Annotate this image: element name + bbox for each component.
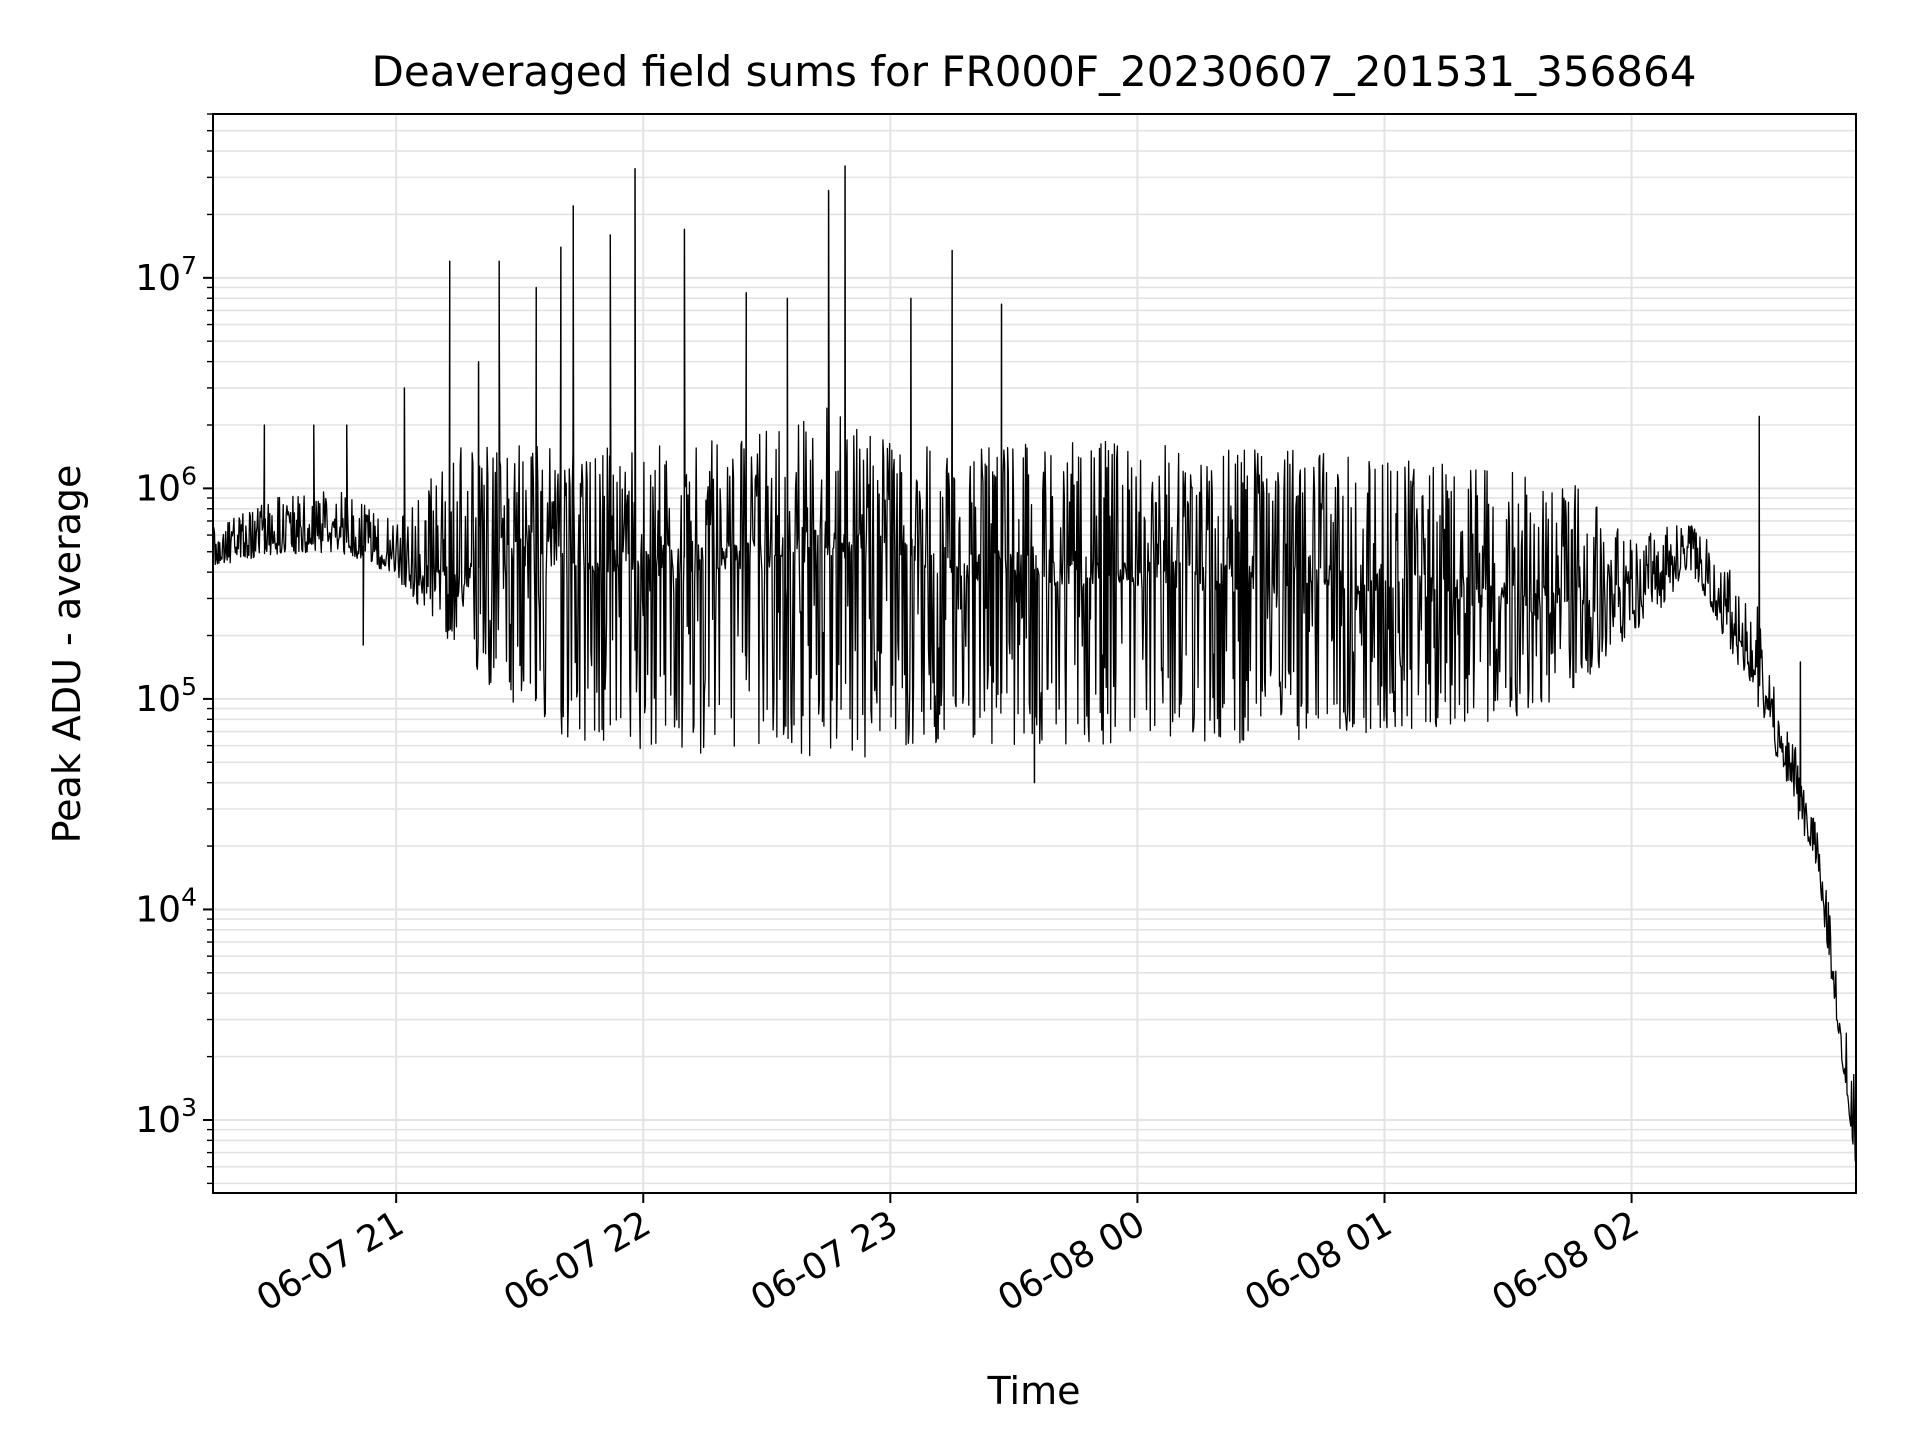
y-axis-label: Peak ADU - average bbox=[45, 465, 89, 844]
y-tick-exponent: 4 bbox=[181, 882, 197, 911]
y-tick-exponent: 6 bbox=[181, 461, 197, 490]
y-tick-base: 10 bbox=[135, 889, 181, 930]
y-tick-label: 107 bbox=[135, 251, 197, 299]
x-axis-label: Time bbox=[987, 1369, 1081, 1413]
y-tick-label: 104 bbox=[135, 882, 197, 930]
chart-title: Deaveraged field sums for FR000F_2023060… bbox=[372, 47, 1697, 96]
y-tick-base: 10 bbox=[135, 1100, 181, 1141]
plot-frame bbox=[212, 113, 1857, 1194]
y-tick-exponent: 5 bbox=[181, 672, 197, 701]
y-tick-exponent: 7 bbox=[181, 251, 197, 280]
y-tick-label: 106 bbox=[135, 461, 197, 509]
series-line bbox=[212, 165, 1857, 1162]
y-tick-label: 105 bbox=[135, 672, 197, 720]
y-tick-base: 10 bbox=[135, 258, 181, 299]
plot-area bbox=[212, 165, 1857, 1162]
y-tick-exponent: 3 bbox=[181, 1093, 197, 1122]
y-tick-base: 10 bbox=[135, 468, 181, 509]
y-tick-base: 10 bbox=[135, 679, 181, 720]
y-tick-label: 103 bbox=[135, 1093, 197, 1141]
